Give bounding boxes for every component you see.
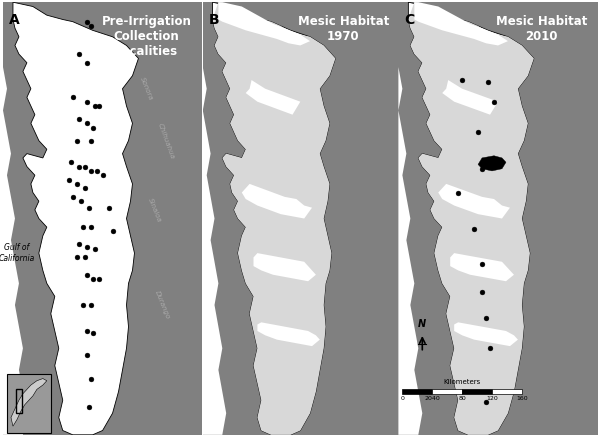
Polygon shape (409, 2, 534, 435)
Polygon shape (3, 2, 202, 435)
Bar (7, 374, 51, 433)
Text: 120: 120 (486, 396, 498, 401)
Text: A: A (9, 13, 20, 27)
Text: Pre-Irrigation
Collection
Localities: Pre-Irrigation Collection Localities (101, 15, 191, 58)
Text: B: B (209, 13, 219, 27)
Polygon shape (454, 323, 518, 346)
Polygon shape (212, 2, 335, 435)
Text: Mesic Habitat
1970: Mesic Habitat 1970 (298, 15, 389, 43)
Polygon shape (254, 253, 316, 281)
Polygon shape (398, 2, 598, 435)
Polygon shape (478, 156, 506, 171)
Text: Durango: Durango (154, 290, 171, 320)
Polygon shape (242, 184, 312, 218)
Polygon shape (398, 2, 422, 435)
Polygon shape (203, 2, 226, 435)
Polygon shape (438, 184, 510, 218)
Text: Gulf of
California: Gulf of California (0, 243, 35, 263)
Text: Chihuahua: Chihuahua (157, 122, 176, 160)
Text: Sinaloa: Sinaloa (147, 197, 162, 223)
Text: C: C (404, 13, 415, 27)
Polygon shape (13, 2, 139, 435)
Text: 0: 0 (400, 396, 404, 401)
Polygon shape (257, 323, 320, 346)
Polygon shape (450, 253, 514, 281)
Text: N: N (418, 319, 427, 329)
Bar (16, 389, 22, 413)
Polygon shape (415, 2, 508, 45)
Text: Sonora: Sonora (139, 76, 154, 101)
Polygon shape (3, 2, 27, 435)
Bar (462, 388, 492, 394)
Polygon shape (442, 80, 498, 114)
Polygon shape (11, 378, 47, 426)
Text: 160: 160 (516, 396, 528, 401)
Text: 80: 80 (458, 396, 466, 401)
Polygon shape (218, 2, 310, 45)
Polygon shape (203, 2, 398, 435)
Text: 2040: 2040 (424, 396, 440, 401)
Polygon shape (212, 2, 335, 435)
Polygon shape (246, 80, 301, 114)
Bar (432, 388, 462, 394)
Bar (492, 388, 522, 394)
Bar (403, 388, 432, 394)
Text: Kilometers: Kilometers (443, 379, 481, 385)
Text: Mesic Habitat
2010: Mesic Habitat 2010 (496, 15, 587, 43)
Polygon shape (409, 2, 534, 435)
